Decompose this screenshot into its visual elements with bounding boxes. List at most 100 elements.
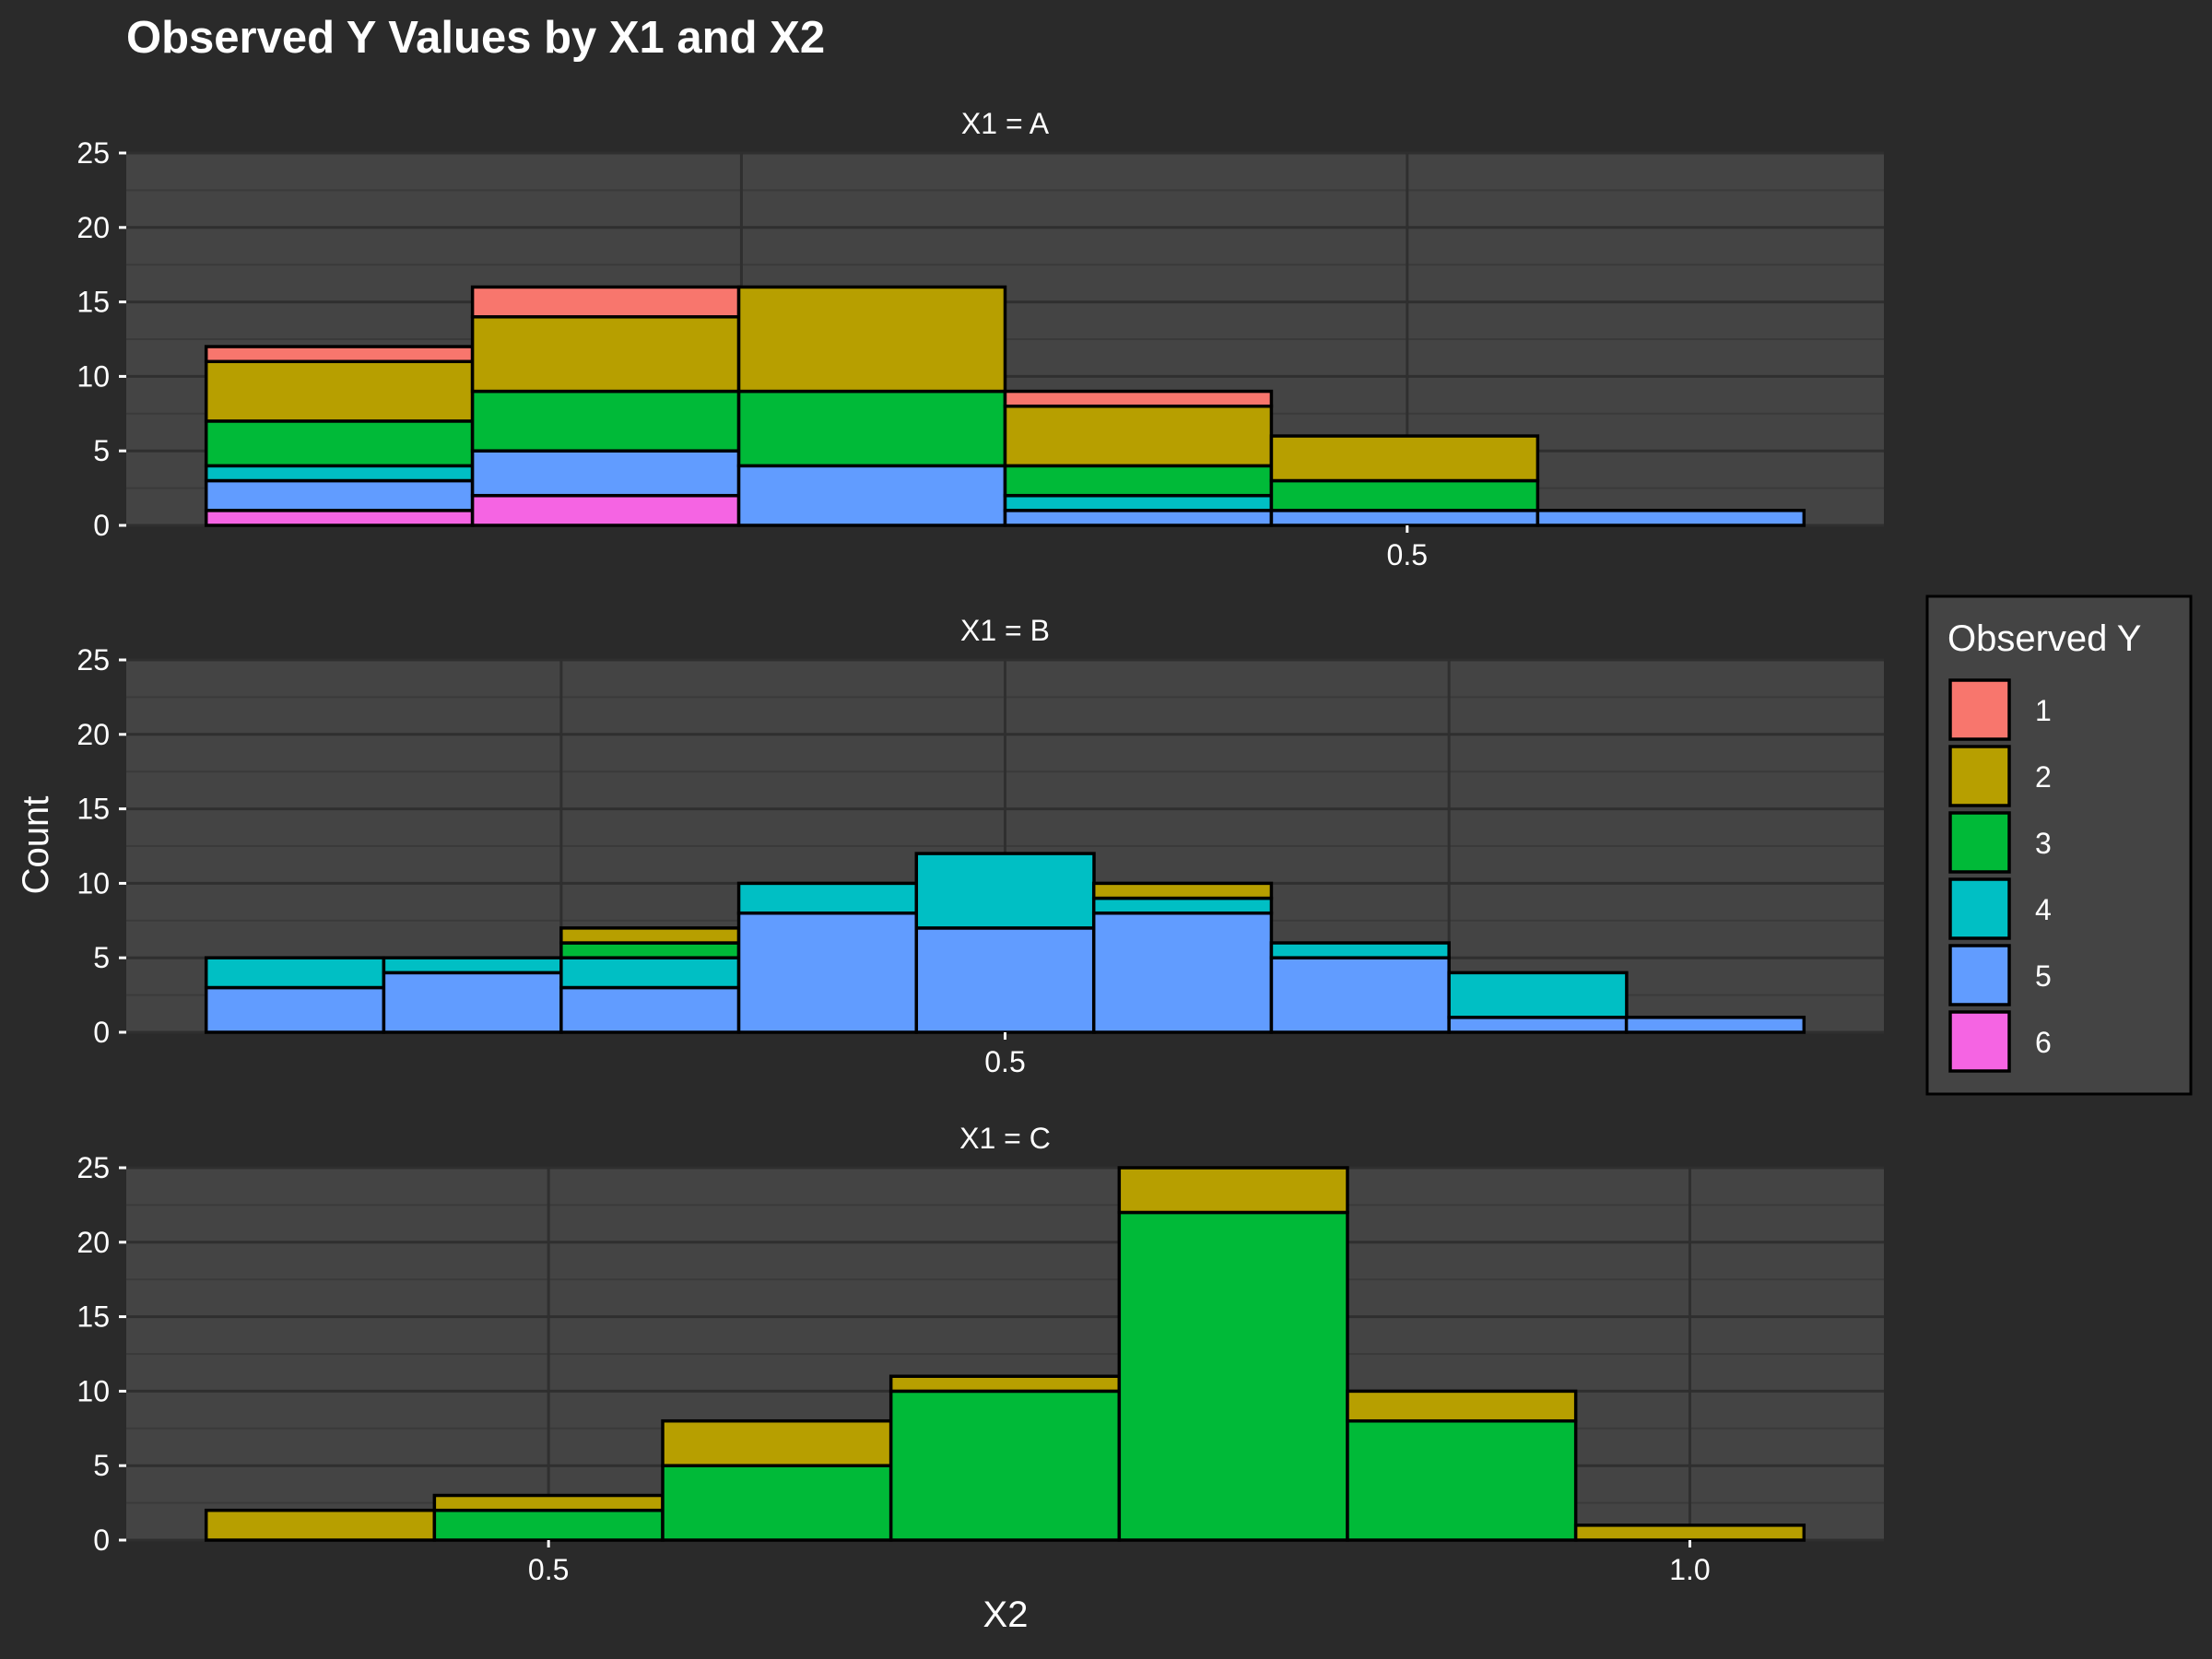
bar-segment-y3	[891, 1391, 1120, 1540]
bar-segment-y5	[1449, 1018, 1627, 1032]
bar-segment-y5	[206, 481, 473, 511]
bar-segment-y2	[1576, 1525, 1805, 1540]
bar-segment-y3	[1119, 1212, 1347, 1540]
bar-segment-y4	[206, 958, 384, 987]
bar-segment-y2	[206, 361, 473, 421]
facet-panel-1: X1 = A 0 5 10 15 20 25 0.5	[76, 107, 1884, 571]
x-tick-label: 0.5	[528, 1553, 569, 1586]
y-tick-label: 25	[76, 136, 110, 170]
bar-segment-y2	[1094, 883, 1272, 898]
bar-segment-y1	[1006, 392, 1272, 406]
legend-label: 3	[2035, 827, 2052, 860]
bar-segment-y6	[206, 511, 473, 525]
chart-title: Observed Y Values by X1 and X2	[126, 13, 825, 63]
bar-segment-y2	[473, 317, 739, 392]
legend-label: 2	[2035, 760, 2052, 794]
legend-label: 1	[2035, 694, 2052, 727]
bar-segment-y5	[1271, 958, 1449, 1032]
facet-strip-label: X1 = A	[961, 107, 1050, 140]
bar-segment-y2	[561, 928, 739, 943]
y-tick-label: 15	[76, 1300, 110, 1334]
bar-segment-y4	[561, 958, 739, 987]
legend-label: 4	[2035, 893, 2052, 926]
y-tick-label: 5	[93, 1449, 110, 1482]
x-tick-label: 1.0	[1669, 1553, 1710, 1586]
bar-segment-y4	[383, 958, 561, 972]
bar-segment-y5	[473, 451, 739, 495]
bar-segment-y2	[739, 287, 1006, 391]
bar-segment-y3	[561, 943, 739, 958]
bar-segment-y3	[206, 421, 473, 465]
bar-segment-y2	[206, 1511, 435, 1540]
legend-label: 5	[2035, 959, 2052, 993]
y-tick-label: 25	[76, 1151, 110, 1184]
bar-segment-y5	[1094, 913, 1272, 1032]
bar-segment-y5	[383, 972, 561, 1032]
legend-swatch	[1950, 879, 2009, 938]
bar-segment-y2	[1006, 406, 1272, 466]
y-tick-label: 20	[76, 718, 110, 751]
facet-strip-label: X1 = B	[960, 614, 1050, 647]
facet-strip-label: X1 = C	[959, 1122, 1051, 1155]
legend-swatch	[1950, 1012, 2009, 1071]
bar-segment-y5	[916, 928, 1094, 1032]
facet-panel-2: X1 = B 0 5 10 15 20 25 0.5	[76, 614, 1884, 1078]
bar-segment-y4	[1271, 943, 1449, 958]
bar-segment-y4	[1094, 899, 1272, 913]
bar-segment-y5	[206, 988, 384, 1032]
bar-segment-y4	[916, 853, 1094, 928]
y-tick-label: 0	[93, 1016, 110, 1049]
bar-segment-y2	[1119, 1168, 1347, 1212]
legend-swatch	[1950, 747, 2009, 806]
bar-segment-y5	[1537, 511, 1804, 525]
y-tick-label: 5	[93, 941, 110, 974]
bar-segment-y3	[1347, 1421, 1576, 1540]
bar-segment-y3	[473, 392, 739, 452]
bar-segment-y4	[206, 465, 473, 480]
bar-segment-y6	[473, 496, 739, 525]
y-tick-label: 15	[76, 793, 110, 826]
bar-segment-y2	[663, 1421, 891, 1465]
bar-segment-y5	[1271, 511, 1537, 525]
y-tick-label: 0	[93, 1524, 110, 1557]
bar-segment-y2	[1271, 436, 1537, 480]
y-tick-label: 25	[76, 643, 110, 677]
y-axis-title: Count	[16, 796, 56, 895]
legend-label: 6	[2035, 1026, 2052, 1059]
bar-segment-y2	[891, 1376, 1120, 1391]
y-tick-label: 20	[76, 211, 110, 244]
legend-title: Observed Y	[1947, 618, 2142, 659]
y-tick-label: 10	[76, 1374, 110, 1407]
bar-segment-y5	[1006, 511, 1272, 525]
bar-segment-y3	[434, 1511, 663, 1540]
legend-swatch	[1950, 680, 2009, 739]
bar-segment-y4	[1449, 972, 1627, 1017]
bar-segment-y4	[1006, 496, 1272, 511]
y-tick-label: 0	[93, 509, 110, 542]
x-axis-title: X2	[983, 1594, 1029, 1635]
bar-segment-y5	[739, 465, 1006, 525]
y-tick-label: 15	[76, 286, 110, 319]
y-tick-label: 10	[76, 866, 110, 900]
legend-swatch	[1950, 946, 2009, 1005]
y-tick-label: 5	[93, 434, 110, 467]
bar-segment-y4	[739, 883, 917, 912]
bar-segment-y3	[663, 1465, 891, 1540]
x-tick-label: 0.5	[984, 1045, 1025, 1078]
bar-segment-y1	[206, 347, 473, 361]
y-tick-label: 10	[76, 359, 110, 393]
bar-segment-y5	[1627, 1018, 1805, 1032]
bar-segment-y5	[739, 913, 917, 1032]
facet-panel-3: X1 = C 0 5 10 15 20 25 0.5 1.0	[76, 1122, 1884, 1586]
legend-swatch	[1950, 813, 2009, 872]
bar-segment-y1	[473, 287, 739, 316]
bar-segment-y3	[739, 392, 1006, 466]
bar-segment-y3	[1006, 465, 1272, 495]
y-tick-label: 20	[76, 1226, 110, 1259]
bar-segment-y5	[561, 988, 739, 1032]
x-tick-label: 0.5	[1387, 538, 1428, 571]
bar-segment-y3	[1271, 481, 1537, 511]
legend: Observed Y 1 2 3 4 5 6	[1927, 596, 2191, 1094]
